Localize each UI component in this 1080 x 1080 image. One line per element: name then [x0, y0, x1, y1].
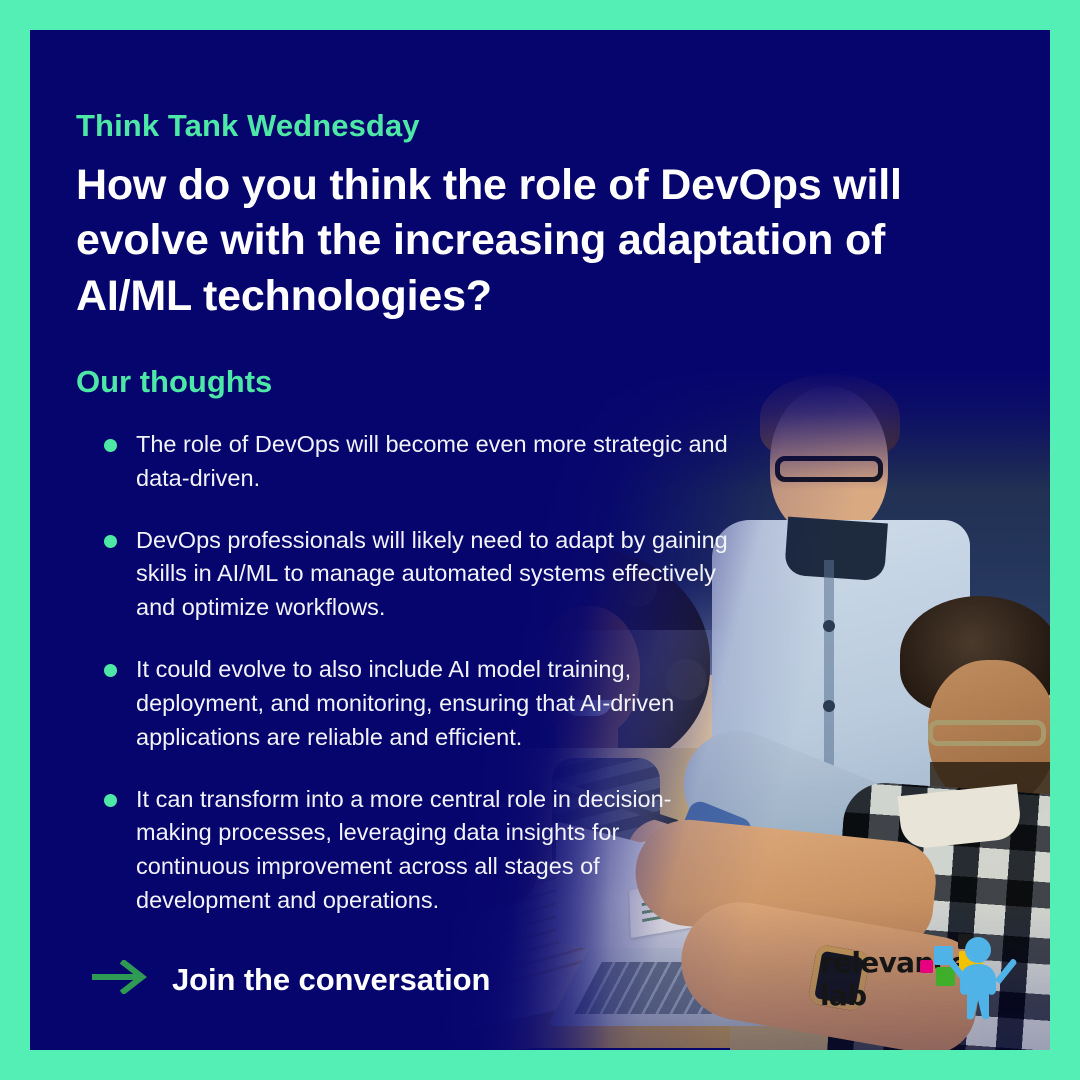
- page-title: How do you think the role of DevOps will…: [76, 161, 902, 320]
- logo-person-icon: [946, 937, 1017, 1020]
- eyebrow-label: Think Tank Wednesday: [76, 108, 420, 143]
- bullet-dot-icon: [104, 534, 117, 548]
- photo-person-standing-glasses: [775, 456, 883, 482]
- poster-card: Think Tank Wednesday How do you think th…: [30, 30, 1050, 1050]
- thoughts-list: The role of DevOps will become even more…: [76, 428, 736, 946]
- photo-person-plaid-glasses: [928, 720, 1046, 746]
- bullet-dot-icon: [104, 793, 117, 807]
- list-item-text: It can transform into a more central rol…: [136, 785, 672, 914]
- relevance-lab-logo: relevance lab: [820, 934, 1020, 1022]
- list-item-text: It could evolve to also include AI model…: [136, 656, 675, 750]
- bullet-dot-icon: [104, 664, 117, 678]
- section-subhead: Our thoughts: [76, 364, 273, 399]
- list-item: DevOps professionals will likely need to…: [76, 524, 736, 625]
- bullet-dot-icon: [104, 439, 117, 452]
- photo-shirt-button: [823, 620, 835, 632]
- list-item-text: The role of DevOps will become even more…: [136, 431, 728, 491]
- cta-label: Join the conversation: [172, 961, 491, 997]
- arrow-right-icon: [90, 958, 150, 999]
- list-item-text: DevOps professionals will likely need to…: [136, 526, 728, 621]
- join-the-conversation-cta[interactable]: Join the conversation: [90, 958, 491, 999]
- list-item: The role of DevOps will become even more…: [76, 428, 736, 496]
- photo-shirt-button: [823, 700, 835, 712]
- list-item: It can transform into a more central rol…: [76, 783, 736, 918]
- list-item: It could evolve to also include AI model…: [76, 653, 736, 754]
- photo-person-standing-collar: [784, 516, 888, 582]
